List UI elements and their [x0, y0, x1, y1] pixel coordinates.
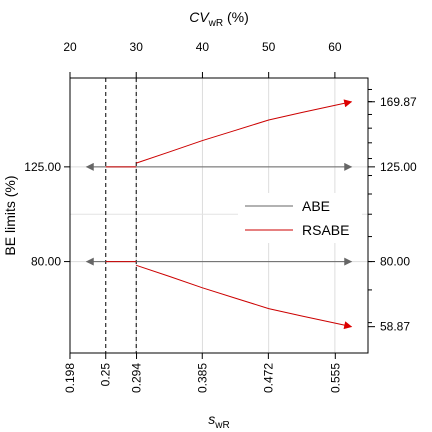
legend-label-rsabe: RSABE [302, 222, 349, 238]
plot-frame [69, 77, 369, 354]
legend-label-abe: ABE [302, 198, 330, 214]
right-tick-label-1: 80.00 [380, 255, 410, 269]
top-axis-title: CVwR (%) [189, 9, 249, 29]
left-tick-label-0: 80.00 [31, 255, 61, 269]
bottom-tick-label-2: 0.294 [130, 363, 144, 393]
left-axis-title: BE limits (%) [2, 175, 18, 255]
top-tick-label-4: 60 [328, 40, 342, 54]
bottom-tick-label-3: 0.385 [195, 363, 209, 393]
top-tick-label-2: 40 [196, 40, 210, 54]
bottom-axis-title: swR [208, 411, 229, 431]
legend: ABE RSABE [238, 193, 362, 243]
right-tick-label-0: 58.87 [380, 320, 410, 334]
top-tick-label-3: 50 [262, 40, 276, 54]
right-tick-label-3: 169.87 [380, 95, 417, 109]
top-tick-label-0: 20 [63, 40, 77, 54]
legend-box [238, 193, 362, 243]
left-tick-label-1: 125.00 [24, 160, 61, 174]
series-rsabe-segment-1 [136, 99, 353, 164]
top-tick-label-1: 30 [130, 40, 144, 54]
series-abe [85, 162, 353, 266]
axes: 20 30 40 50 60 CVwR (%) 0.198 0.25 0.294 0.385 0.4… [2, 9, 417, 431]
bottom-tick-label-4: 0.472 [261, 363, 275, 393]
bottom-tick-label-5: 0.555 [328, 363, 342, 393]
series-rsabe-segment-3 [136, 264, 353, 330]
bottom-tick-label-0: 0.198 [63, 363, 77, 393]
plot-area [85, 78, 353, 353]
bottom-tick-label-1: 0.25 [99, 363, 113, 387]
right-tick-label-2: 125.00 [380, 160, 417, 174]
series-rsabe [105, 99, 353, 330]
